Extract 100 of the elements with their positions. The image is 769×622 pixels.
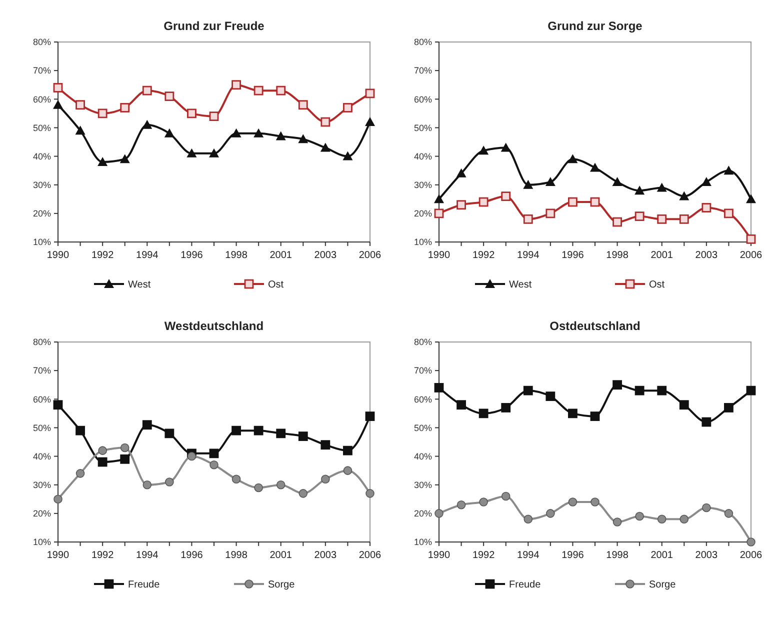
point [320, 142, 330, 152]
point [365, 412, 375, 421]
legend-label: Freude [509, 580, 542, 590]
point [524, 514, 533, 524]
point [209, 448, 219, 458]
point [53, 100, 63, 109]
point [434, 194, 444, 204]
point [590, 197, 600, 207]
chart-title: Westdeutschland [164, 319, 264, 333]
point [724, 403, 734, 412]
x-tick-label: 1992 [472, 550, 496, 561]
point [724, 509, 734, 518]
point [724, 208, 734, 218]
point [210, 460, 218, 470]
x-tick-label: 1998 [606, 550, 629, 561]
point [501, 192, 511, 201]
point [746, 234, 756, 244]
y-tick-label: 30% [414, 180, 432, 190]
y-tick-label: 60% [414, 94, 432, 104]
legend-label: Freude [128, 580, 160, 590]
point [142, 480, 152, 490]
point [680, 514, 689, 524]
point [590, 498, 600, 506]
x-tick-label: 1998 [225, 550, 248, 561]
point [724, 166, 734, 175]
point [120, 154, 130, 164]
point [523, 386, 533, 396]
y-tick-label: 50% [32, 122, 51, 133]
y-tick-label: 20% [32, 208, 51, 219]
point [479, 498, 488, 506]
x-tick-label: 1996 [180, 250, 204, 261]
y-tick-label: 50% [414, 422, 432, 433]
point [165, 478, 174, 486]
legend-label: West [509, 280, 532, 290]
legend-label: Ost [268, 280, 284, 290]
point [546, 392, 556, 401]
y-tick-label: 70% [32, 66, 51, 76]
point [657, 386, 667, 396]
x-tick-label: 1990 [46, 550, 70, 561]
point [366, 489, 374, 498]
point [568, 197, 578, 207]
point [164, 128, 174, 138]
x-tick-label: 1998 [225, 250, 248, 261]
y-tick-label: 40% [414, 151, 432, 162]
y-tick-label: 60% [414, 394, 432, 404]
point [434, 509, 444, 518]
point [478, 408, 488, 418]
x-tick-label: 2001 [650, 550, 674, 561]
point [679, 214, 689, 224]
point [231, 128, 242, 138]
point [142, 420, 152, 430]
x-tick-label: 2001 [270, 250, 292, 261]
point [98, 108, 108, 118]
legend-label: Ost [649, 280, 665, 290]
y-tick-label: 10% [414, 237, 432, 248]
y-tick-label: 30% [414, 480, 432, 490]
point [276, 86, 286, 96]
y-tick-label: 60% [32, 394, 51, 404]
point [545, 177, 556, 186]
point [298, 489, 308, 498]
y-tick-label: 10% [32, 237, 51, 248]
x-tick-label: 2003 [695, 550, 718, 561]
y-tick-label: 40% [414, 451, 432, 462]
point [164, 92, 174, 101]
point [186, 148, 197, 158]
point [254, 86, 264, 96]
point [276, 131, 286, 140]
point [187, 452, 196, 461]
point [434, 383, 444, 392]
point [456, 168, 466, 178]
x-tick-label: 1994 [517, 250, 540, 261]
x-tick-label: 2001 [270, 550, 292, 561]
point [634, 186, 645, 195]
x-tick-label: 1996 [180, 550, 204, 561]
point [501, 492, 510, 501]
x-tick-label: 1994 [136, 550, 159, 561]
point [254, 128, 264, 138]
point [209, 148, 219, 158]
point [568, 154, 578, 164]
point [656, 182, 667, 192]
y-tick-label: 80% [32, 337, 51, 348]
point [298, 432, 308, 441]
chart-title: Grund zur Sorge [548, 19, 643, 33]
point [657, 214, 667, 224]
y-tick-label: 70% [32, 366, 51, 376]
x-tick-label: 2006 [740, 550, 763, 561]
x-tick-label: 1992 [91, 250, 114, 261]
chart-title: Ostdeutschland [550, 319, 640, 333]
point [702, 503, 711, 512]
point [76, 469, 85, 478]
x-tick-label: 2003 [695, 250, 718, 261]
y-tick-label: 20% [414, 208, 432, 219]
point [679, 191, 690, 200]
x-tick-label: 2003 [314, 550, 337, 561]
point [634, 212, 644, 221]
point [254, 483, 263, 492]
x-tick-label: 1994 [517, 550, 540, 561]
x-tick-label: 1990 [428, 550, 451, 561]
x-tick-label: 1998 [606, 250, 629, 261]
point [746, 538, 756, 546]
